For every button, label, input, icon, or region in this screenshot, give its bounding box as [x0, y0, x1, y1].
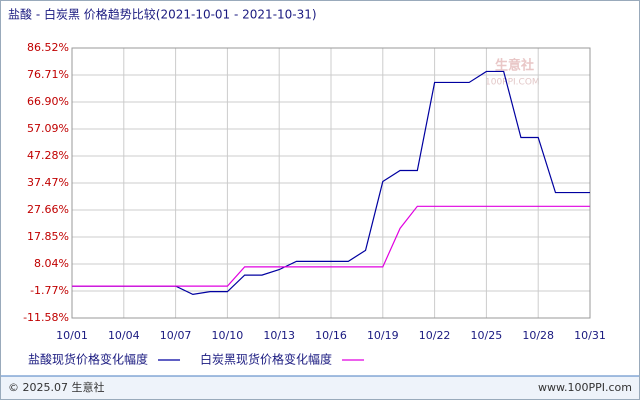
legend-label: 盐酸现货价格变化幅度	[28, 352, 148, 367]
x-tick-label: 10/07	[160, 329, 192, 342]
series-line	[72, 205, 590, 287]
x-tick-label: 10/13	[263, 329, 295, 342]
footer-right: www.100PPI.com	[538, 381, 632, 394]
x-tick-label: 10/16	[315, 329, 347, 342]
footer-bar	[1, 376, 639, 399]
y-tick-label: 27.66%	[27, 203, 69, 216]
x-tick-label: 10/19	[367, 329, 399, 342]
x-tick-label: 10/04	[108, 329, 140, 342]
x-tick-label: 10/01	[56, 329, 88, 342]
chart-title: 盐酸 - 白炭黑 价格趋势比较(2021-10-01 - 2021-10-31)	[8, 7, 317, 22]
x-tick-label: 10/22	[419, 329, 451, 342]
x-tick-label: 10/31	[574, 329, 606, 342]
y-tick-label: 37.47%	[27, 176, 69, 189]
watermark: 100PPI.COM	[485, 78, 540, 88]
x-tick-label: 10/10	[212, 329, 244, 342]
y-tick-label: 66.90%	[27, 95, 69, 108]
y-tick-label: 17.85%	[27, 230, 69, 243]
y-tick-label: 76.71%	[27, 68, 69, 81]
plot-border	[71, 47, 591, 319]
x-tick-label: 10/28	[522, 329, 554, 342]
y-tick-label: 86.52%	[27, 41, 69, 54]
footer-left: © 2025.07 生意社	[8, 380, 104, 394]
y-tick-label: 8.04%	[34, 257, 69, 270]
x-tick-label: 10/25	[471, 329, 503, 342]
y-tick-label: -1.77%	[30, 284, 69, 297]
watermark: 生意社	[495, 58, 534, 74]
legend-label: 白炭黑现货价格变化幅度	[200, 352, 332, 367]
y-tick-label: -11.58%	[23, 311, 69, 324]
y-tick-label: 57.09%	[27, 122, 69, 135]
y-tick-label: 47.28%	[27, 149, 69, 162]
